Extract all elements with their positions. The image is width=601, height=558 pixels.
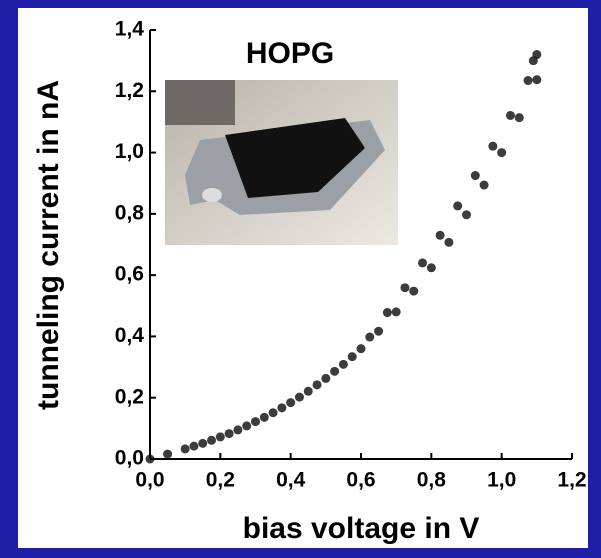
- point: [470, 171, 480, 181]
- point: [259, 412, 269, 422]
- point: [224, 429, 234, 439]
- point: [233, 425, 243, 435]
- point: [189, 441, 199, 451]
- x-tick-label: 0,8: [417, 469, 447, 492]
- point: [215, 432, 225, 442]
- x-tick-label: 1,0: [487, 469, 516, 492]
- point: [163, 449, 173, 459]
- point: [505, 110, 515, 120]
- y-tick-label: 0,0: [115, 447, 144, 470]
- x-axis-title: bias voltage in V: [243, 512, 480, 545]
- point: [444, 237, 454, 247]
- y-axis-title: tunneling current in nA: [32, 80, 65, 410]
- y-tick-label: 0,8: [115, 201, 145, 224]
- x-tick-label: 0,6: [346, 469, 375, 492]
- point: [198, 438, 208, 448]
- point: [365, 332, 375, 342]
- y-tick-label: 0,2: [115, 385, 144, 408]
- point: [532, 50, 542, 60]
- point: [251, 417, 260, 427]
- point: [347, 352, 357, 362]
- point: [435, 230, 445, 240]
- point: [453, 201, 463, 211]
- point: [418, 258, 428, 268]
- point: [382, 308, 392, 318]
- point: [514, 113, 524, 123]
- point: [303, 386, 313, 396]
- point: [268, 408, 278, 418]
- scatter-points: [145, 50, 542, 464]
- point: [479, 180, 489, 190]
- point: [523, 76, 533, 86]
- point: [462, 210, 471, 220]
- point: [312, 380, 322, 390]
- y-tick-label: 1,0: [115, 140, 144, 163]
- point: [286, 398, 296, 408]
- point: [277, 403, 287, 413]
- point: [321, 373, 331, 383]
- inset-photo: [165, 80, 398, 245]
- point: [294, 392, 304, 402]
- point: [391, 307, 401, 317]
- y-tick-label: 0,4: [115, 324, 145, 347]
- point: [497, 148, 507, 158]
- annotation: HOPG: [246, 37, 334, 70]
- point: [207, 435, 217, 445]
- point: [180, 444, 190, 454]
- point: [356, 344, 366, 354]
- point: [374, 326, 384, 336]
- y-tick-label: 1,4: [115, 18, 145, 41]
- point: [409, 286, 419, 296]
- point: [532, 75, 542, 85]
- point: [488, 141, 498, 151]
- x-tick-label: 0,0: [135, 469, 164, 492]
- point: [426, 263, 436, 273]
- point: [330, 366, 340, 376]
- x-tick-label: 0,2: [206, 469, 235, 492]
- y-tick-label: 1,2: [115, 79, 144, 102]
- x-tick-label: 0,4: [276, 469, 306, 492]
- x-tick-label: 1,2: [557, 469, 586, 492]
- y-tick-label: 0,6: [115, 263, 144, 286]
- point: [338, 359, 348, 369]
- point: [400, 283, 410, 293]
- point: [242, 421, 252, 431]
